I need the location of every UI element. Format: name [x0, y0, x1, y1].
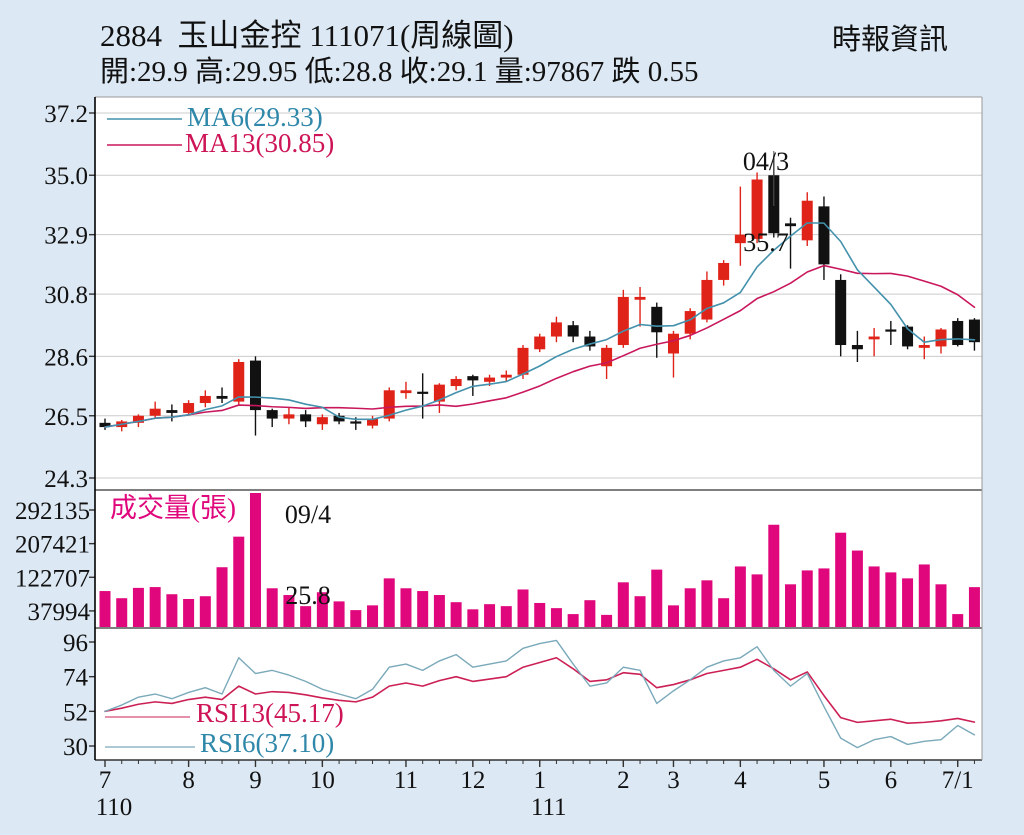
volume-panel-label: 成交量(張)	[110, 493, 236, 523]
svg-text:111: 111	[531, 794, 567, 821]
peak-annotation-price: 35.7	[743, 228, 789, 258]
svg-text:26.5: 26.5	[44, 404, 88, 431]
svg-text:207421: 207421	[15, 532, 90, 559]
svg-text:24.3: 24.3	[44, 466, 88, 493]
peak-annotation: 04/3 35.7	[714, 93, 818, 311]
ma13-legend-label: MA13(30.85)	[185, 128, 335, 158]
svg-text:5: 5	[818, 767, 831, 794]
svg-text:9: 9	[249, 767, 262, 794]
svg-text:3: 3	[667, 767, 680, 794]
ohlc-quote-line: 開:29.9 高:29.95 低:28.8 收:29.1 量:97867 跌 0…	[100, 56, 699, 88]
svg-text:12: 12	[460, 767, 485, 794]
svg-text:7/1: 7/1	[942, 767, 974, 794]
svg-text:35.0: 35.0	[44, 163, 88, 190]
svg-text:8: 8	[182, 767, 195, 794]
rsi13-legend-label: RSI13(45.17)	[196, 698, 344, 728]
svg-text:30.8: 30.8	[44, 282, 88, 309]
svg-text:37994: 37994	[28, 599, 91, 626]
svg-text:28.6: 28.6	[44, 344, 88, 371]
svg-text:32.9: 32.9	[44, 223, 88, 250]
trough-annotation: 09/4 25.8	[254, 446, 362, 664]
svg-text:292135: 292135	[15, 498, 90, 525]
svg-text:30: 30	[63, 734, 88, 761]
svg-text:110: 110	[96, 794, 133, 821]
svg-text:96: 96	[63, 630, 88, 657]
ma6-legend-label: MA6(29.33)	[187, 102, 323, 132]
svg-text:122707: 122707	[15, 565, 90, 592]
svg-text:11: 11	[394, 767, 418, 794]
svg-text:1: 1	[533, 767, 546, 794]
svg-text:74: 74	[63, 665, 89, 692]
svg-text:6: 6	[885, 767, 898, 794]
svg-text:2: 2	[617, 767, 630, 794]
peak-annotation-date: 04/3	[742, 146, 790, 176]
svg-text:10: 10	[310, 767, 335, 794]
svg-text:37.2: 37.2	[44, 101, 88, 128]
trough-annotation-date: 09/4	[284, 499, 332, 529]
chart-title: 2884 玉山金控 111071(周線圖)	[100, 18, 514, 53]
svg-text:7: 7	[99, 767, 112, 794]
svg-text:52: 52	[63, 699, 88, 726]
trough-annotation-price: 25.8	[285, 581, 331, 611]
rsi6-legend-label: RSI6(37.10)	[200, 728, 335, 758]
data-source-label: 時報資訊	[832, 24, 949, 56]
svg-text:4: 4	[734, 767, 747, 794]
